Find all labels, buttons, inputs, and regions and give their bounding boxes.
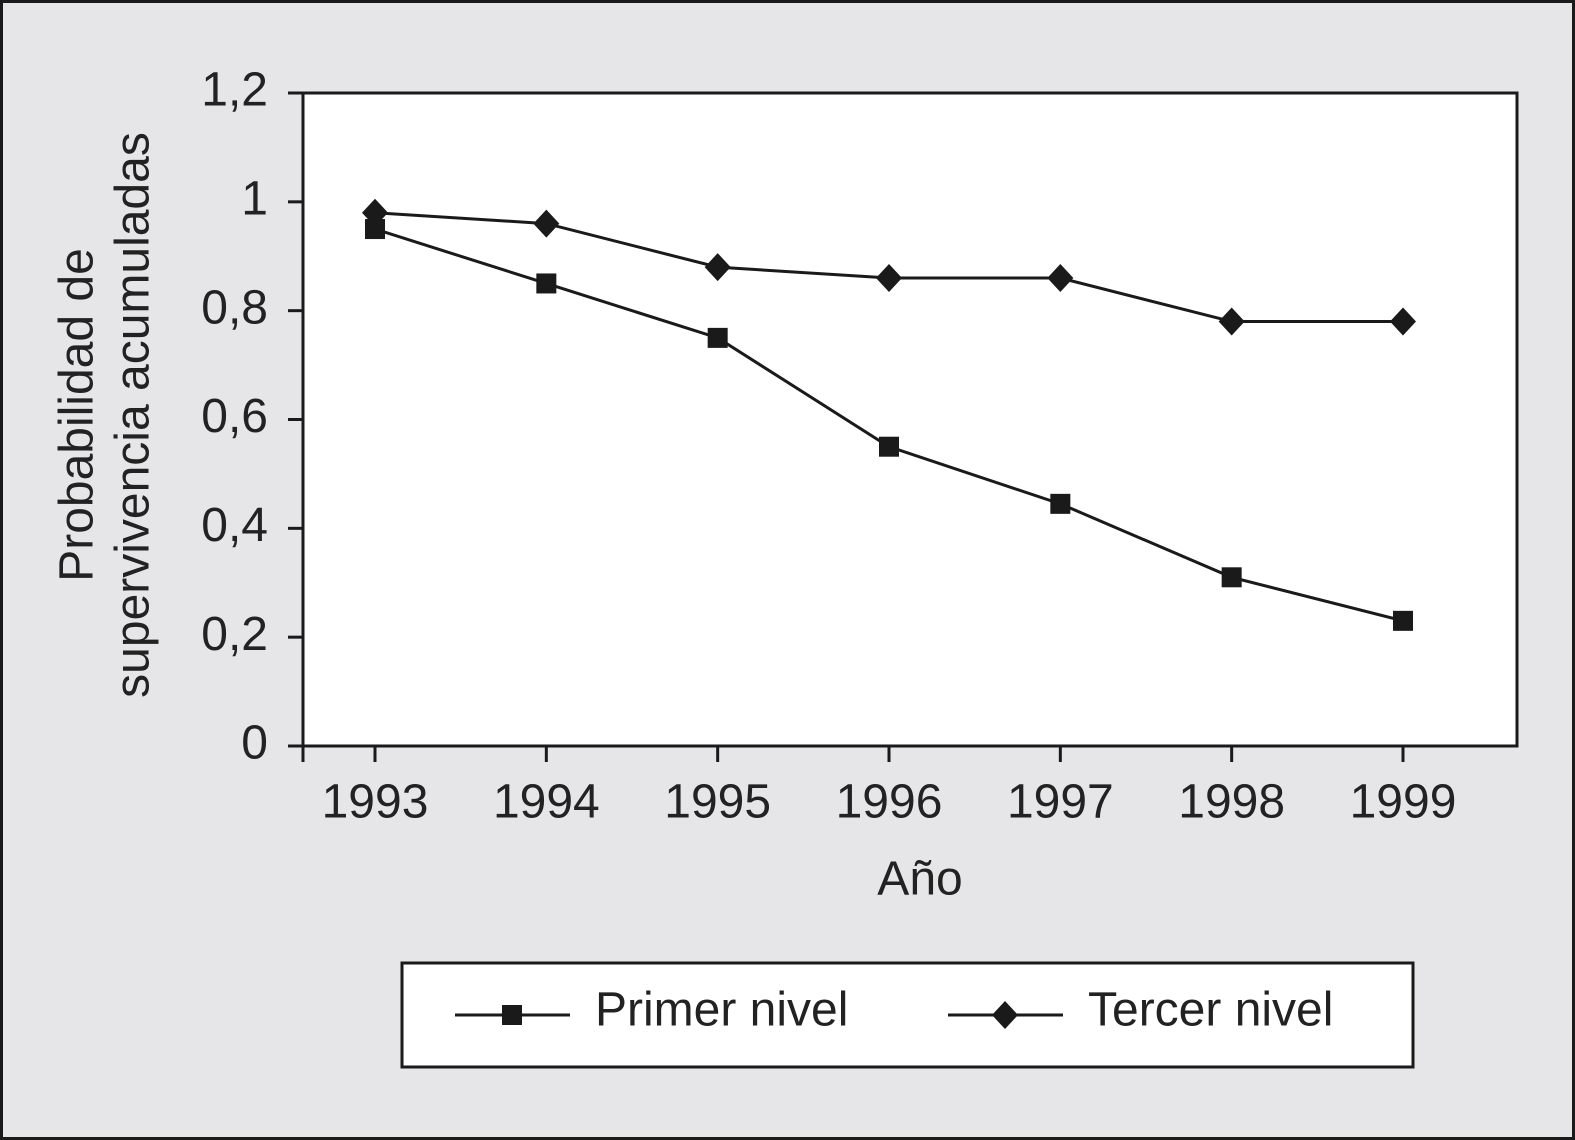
data-point (704, 253, 731, 282)
data-point (1218, 307, 1245, 336)
data-point (1221, 567, 1242, 588)
data-point (536, 273, 557, 294)
y-axis-label-line: Probabilidad de (51, 248, 104, 582)
plot-area (301, 91, 1519, 748)
data-point (879, 436, 899, 457)
y-tick-label: 0,6 (201, 390, 268, 443)
y-tick-label: 0,4 (201, 499, 268, 552)
data-point (707, 327, 728, 348)
data-point (533, 209, 560, 238)
legend-label: Tercer nivel (1088, 984, 1333, 1037)
data-point (1393, 610, 1413, 631)
data-point (362, 198, 388, 227)
y-axis-label-line: supervivencia acumuladas (107, 132, 160, 698)
y-axis-label: Probabilidad de supervivencia acumuladas (51, 132, 160, 698)
legend-box (400, 961, 1415, 1069)
legend-marker (992, 1001, 1018, 1029)
x-tick-label: 1997 (1007, 776, 1114, 829)
x-tick-label: 1999 (1350, 776, 1457, 829)
legend-marker (502, 1005, 522, 1025)
y-tick-label: 1 (241, 173, 268, 226)
x-tick-label: 1993 (322, 776, 429, 829)
data-point (1390, 307, 1416, 336)
y-tick-label: 0,2 (201, 608, 268, 661)
data-point (1047, 264, 1074, 293)
x-tick-label: 1998 (1178, 776, 1285, 829)
y-tick-label: 1,2 (201, 64, 268, 117)
x-axis-label: Año (877, 853, 962, 906)
data-point (365, 219, 385, 240)
data-point (1050, 493, 1071, 514)
data-point (876, 264, 902, 293)
x-tick-label: 1995 (664, 776, 771, 829)
y-tick-label: 0,8 (201, 281, 268, 334)
y-tick-label: 0 (241, 717, 268, 770)
x-tick-label: 1996 (836, 776, 943, 829)
x-tick-label: 1994 (493, 776, 600, 829)
legend-label: Primer nivel (595, 984, 848, 1037)
